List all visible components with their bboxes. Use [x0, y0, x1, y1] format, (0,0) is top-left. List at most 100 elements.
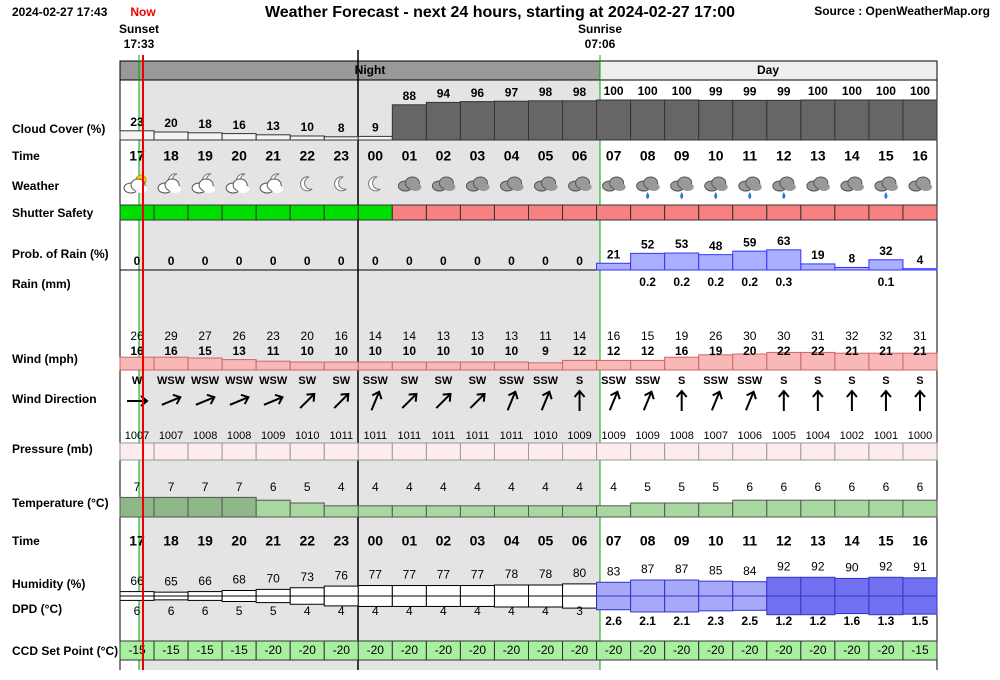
wind-speed: 12 — [641, 344, 655, 358]
ccd-value: -20 — [503, 643, 521, 657]
wind-direction: SW — [435, 375, 453, 387]
weather-icon — [534, 176, 558, 192]
shutter-cell — [698, 204, 734, 221]
wind-speed: 16 — [675, 344, 689, 358]
shutter-cell — [357, 204, 393, 221]
wind-arrow — [161, 393, 182, 406]
temperature-bar — [459, 505, 495, 518]
pressure-value: 1011 — [432, 430, 456, 442]
weather-icon — [670, 176, 694, 199]
pressure-value: 1009 — [261, 430, 285, 442]
rain-mm-value: 0.2 — [673, 275, 690, 289]
humidity-value: 76 — [335, 568, 349, 582]
ccd-value: -15 — [230, 643, 248, 657]
pressure-value: 1001 — [874, 430, 898, 442]
hour: 15 — [878, 148, 894, 164]
rain-prob-value: 53 — [675, 237, 689, 251]
wind-speed: 12 — [607, 344, 621, 358]
moon — [300, 176, 313, 192]
dpd-value: 3 — [576, 604, 583, 618]
cloud-part — [409, 183, 422, 191]
row-label: Pressure (mb) — [12, 442, 93, 456]
wind-arrow — [675, 389, 688, 411]
rain-prob-bar — [766, 249, 802, 271]
temperature-value: 4 — [610, 480, 617, 494]
rain-prob-value: 0 — [338, 254, 345, 268]
pressure-value: 1007 — [703, 430, 727, 442]
arrow-shaft — [745, 391, 755, 411]
pressure-cell — [902, 442, 938, 461]
cloud-bar — [187, 132, 223, 141]
wind-speed: 10 — [437, 344, 451, 358]
temperature-value: 7 — [134, 480, 141, 494]
shutter-cell — [834, 204, 870, 221]
wind-speed: 10 — [471, 344, 485, 358]
shutter-cell — [868, 204, 904, 221]
wind-gust: 26 — [232, 329, 246, 343]
temperature-bar — [187, 496, 223, 518]
arrow-shaft — [469, 393, 486, 409]
humidity-value: 77 — [369, 568, 383, 582]
weather-icon — [704, 176, 728, 199]
pressure-value: 1009 — [567, 430, 591, 442]
weather-icon — [157, 173, 182, 194]
hour: 23 — [333, 148, 349, 164]
cloud-part — [783, 183, 796, 191]
weather-icon — [334, 176, 347, 192]
temperature-bar — [391, 505, 427, 518]
hour: 00 — [368, 533, 384, 549]
humidity-value: 77 — [403, 568, 417, 582]
arrow-head — [172, 393, 182, 405]
weather-icon — [499, 176, 524, 192]
humidity-value: 68 — [232, 573, 246, 587]
cloud-part — [477, 183, 490, 191]
wind-direction: S — [814, 375, 821, 387]
hour: 02 — [436, 533, 452, 549]
rain-prob-value: 19 — [811, 248, 825, 262]
pressure-value: 1009 — [635, 430, 659, 442]
temperature-bar — [221, 496, 257, 518]
cloud-value: 18 — [198, 117, 212, 131]
wind-speed: 15 — [198, 344, 212, 358]
wind-gust: 26 — [709, 329, 723, 343]
cloud-part — [169, 185, 182, 193]
humidity-value: 91 — [913, 560, 927, 574]
wind-bar — [187, 357, 223, 371]
humidity-value: 85 — [709, 563, 723, 577]
shutter-cell — [800, 204, 836, 221]
weather-icon — [738, 176, 762, 199]
wind-speed: 13 — [232, 344, 246, 358]
wind-speed: 21 — [879, 344, 893, 358]
hour: 20 — [231, 148, 247, 164]
wind-gust: 13 — [471, 329, 485, 343]
cloud-value: 98 — [573, 85, 587, 99]
row-label: Temperature (°C) — [12, 496, 109, 510]
shutter-cell — [596, 204, 632, 221]
temperature-value: 5 — [644, 480, 651, 494]
cloud-bar — [698, 99, 734, 141]
arrow-shaft — [299, 393, 316, 409]
cloud-part — [511, 183, 524, 191]
wind-arrow — [435, 392, 452, 409]
wind-direction: SW — [332, 375, 350, 387]
weather-icon — [806, 176, 830, 192]
rain-prob-value: 0 — [474, 254, 481, 268]
shutter-cell — [528, 204, 564, 221]
temperature-bar — [596, 505, 632, 518]
arrow-shaft — [710, 391, 721, 411]
rain-drop — [782, 192, 786, 199]
ccd-cell — [902, 640, 938, 661]
pressure-cell — [153, 442, 189, 461]
wind-direction: SSW — [533, 375, 559, 387]
cloud-value: 100 — [910, 84, 930, 98]
ccd-value: -15 — [162, 643, 180, 657]
hour: 04 — [504, 533, 520, 549]
wind-bar — [153, 356, 189, 371]
wind-bar — [323, 361, 359, 371]
pressure-value: 1000 — [908, 430, 932, 442]
rain-prob-value: 0 — [202, 254, 209, 268]
wind-gust: 26 — [130, 329, 144, 343]
wind-gust: 13 — [437, 329, 451, 343]
cloud-value: 23 — [130, 115, 144, 129]
wind-gust: 30 — [777, 329, 791, 343]
